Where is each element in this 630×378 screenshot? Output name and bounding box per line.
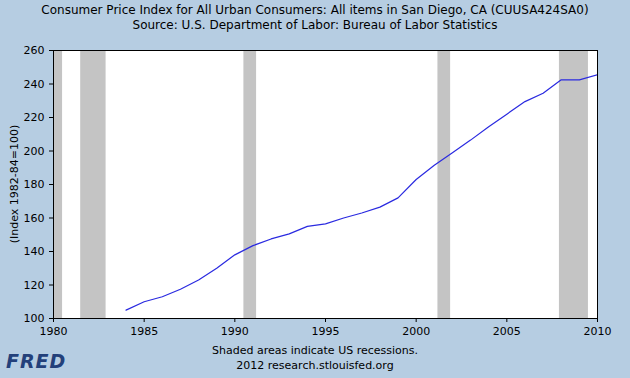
svg-text:260: 260 <box>24 44 45 57</box>
svg-text:1985: 1985 <box>130 325 158 338</box>
svg-text:2000: 2000 <box>402 325 430 338</box>
html-text:Source: U.S. Department of Lab: Source: U.S. Department of Labor: Bureau… <box>132 18 498 32</box>
svg-text:1990: 1990 <box>221 325 249 338</box>
html-text:FRED: FRED <box>6 350 67 372</box>
html-text:Shaded areas indicate US reces: Shaded areas indicate US recessions. <box>212 344 418 357</box>
html-text:Consumer Price Index for All U: Consumer Price Index for All Urban Consu… <box>41 3 589 17</box>
svg-text:1980: 1980 <box>40 325 68 338</box>
svg-text:220: 220 <box>24 111 45 124</box>
svg-text:160: 160 <box>24 212 45 225</box>
svg-text:240: 240 <box>24 78 45 91</box>
svg-text:2005: 2005 <box>493 325 521 338</box>
svg-text:140: 140 <box>24 245 45 258</box>
html-text:(Index 1982-84=100): (Index 1982-84=100) <box>7 124 21 244</box>
svg-text:100: 100 <box>24 312 45 325</box>
svg-text:180: 180 <box>24 178 45 191</box>
svg-text:2010: 2010 <box>584 325 612 338</box>
svg-text:120: 120 <box>24 279 45 292</box>
svg-text:1995: 1995 <box>312 325 340 338</box>
html-text:2012 research.stlouisfed.org: 2012 research.stlouisfed.org <box>236 359 394 372</box>
svg-text:200: 200 <box>24 145 45 158</box>
